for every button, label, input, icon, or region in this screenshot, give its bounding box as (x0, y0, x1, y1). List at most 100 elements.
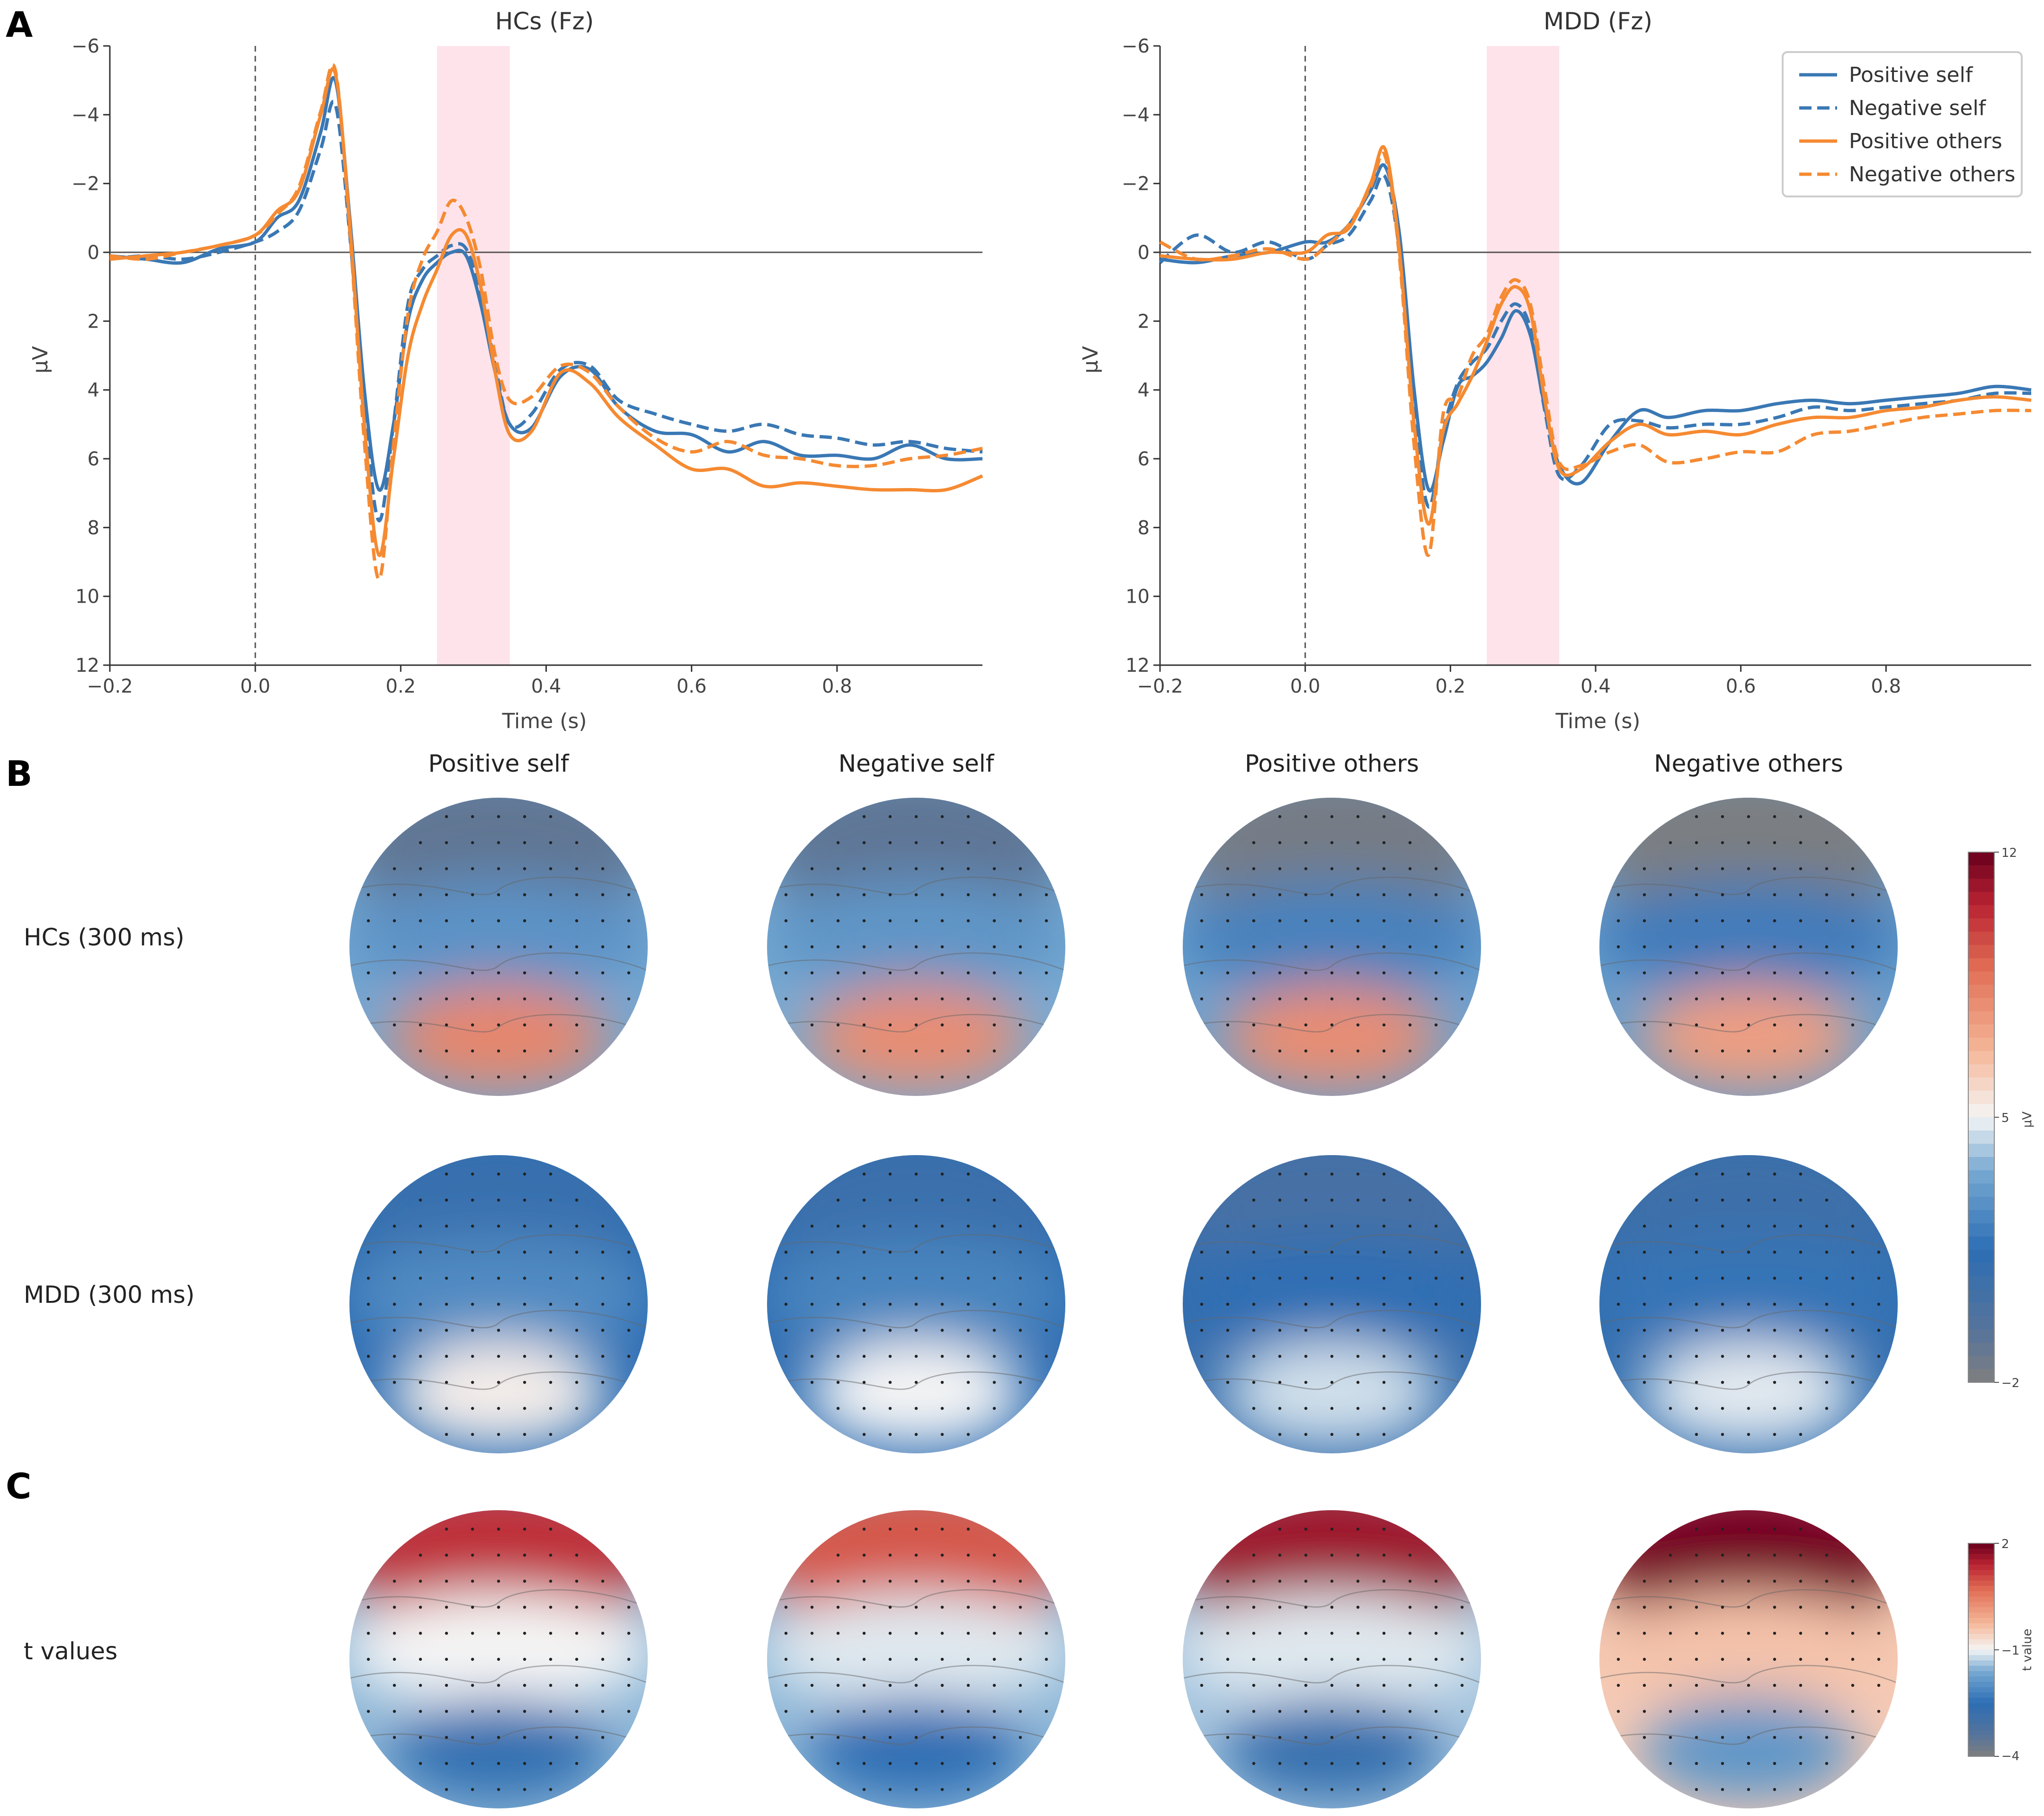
sensor-dot (1695, 1328, 1698, 1332)
sensor-dot (1773, 1579, 1776, 1583)
sensor-dot (1747, 1736, 1750, 1739)
colorbar-segment (1968, 1549, 1994, 1555)
sensor-dot (862, 1736, 866, 1739)
sensor-dot (1278, 1433, 1282, 1436)
sensor-dot (1408, 1631, 1412, 1635)
colorbar-segment (1968, 1554, 1994, 1560)
sensor-dot (1226, 1023, 1230, 1027)
sensor-dot (1018, 919, 1022, 923)
sensor-dot (1721, 1250, 1724, 1254)
sensor-dot (1408, 945, 1412, 949)
colorbar-segment (1968, 1250, 1994, 1264)
sensor-dot (393, 919, 396, 923)
topomap-central-region (1599, 1593, 1898, 1707)
sensor-dot (523, 1276, 527, 1280)
sensor-dot (549, 945, 553, 949)
sensor-dot (992, 1328, 996, 1332)
colorbar-segment (1968, 1745, 1994, 1752)
sensor-dot (601, 945, 605, 949)
topomap-contour (349, 876, 648, 896)
y-tick-label: 0 (88, 242, 99, 264)
sensor-dot (393, 1023, 396, 1027)
sensor-dot (445, 1354, 448, 1358)
sensor-dot (419, 841, 422, 845)
sensor-dot (1460, 1276, 1464, 1280)
sensor-dot (1642, 1380, 1646, 1384)
sensor-dot (888, 1250, 892, 1254)
colorbar-segment (1968, 1671, 1994, 1677)
sensor-dot (888, 919, 892, 923)
sensor-dot (1382, 1657, 1386, 1661)
sensor-dot (549, 1579, 553, 1583)
sensor-dot (523, 1579, 527, 1583)
sensor-dot (1460, 1302, 1464, 1306)
topomap-contour (349, 1726, 648, 1745)
sensor-dot (1877, 1657, 1881, 1661)
sensor-dot (940, 1709, 944, 1713)
sensor-dot (810, 1657, 814, 1661)
sensor-dot (445, 1075, 448, 1079)
topomap-central-region (1183, 1238, 1481, 1352)
sensor-dot (810, 1328, 814, 1332)
sensor-dot (1356, 1276, 1360, 1280)
sensor-dot (940, 1762, 944, 1765)
sensor-dot (1669, 945, 1672, 949)
sensor-dot (966, 1172, 970, 1176)
sensor-dot (497, 1657, 500, 1661)
sensor-dot (1304, 1328, 1308, 1332)
sensor-dot (888, 971, 892, 975)
sensor-dot (1018, 1250, 1022, 1254)
sensor-dot (1747, 971, 1750, 975)
sensor-dot (862, 1049, 866, 1053)
sensor-dot (810, 1380, 814, 1384)
topomap-central-region (1599, 881, 1898, 994)
sensor-dot (1304, 1354, 1308, 1358)
sensor-dot (497, 1198, 500, 1202)
sensor-dot (862, 1023, 866, 1027)
sensor-dot (1799, 1762, 1803, 1765)
topomap-contour (1599, 1234, 1898, 1253)
sensor-dot (1382, 1527, 1386, 1531)
sensor-dot (1773, 841, 1776, 845)
sensor-dot (1460, 1354, 1464, 1358)
topomap-grid-t (349, 1510, 1898, 1808)
sensor-dot (393, 1709, 396, 1713)
sensor-dot (523, 1302, 527, 1306)
sensor-dot (471, 1657, 474, 1661)
sensor-dot (862, 1553, 866, 1557)
sensor-dot (445, 919, 448, 923)
sensor-dot (1044, 1631, 1048, 1635)
sensor-dot (1799, 1172, 1803, 1176)
sensor-dot (888, 841, 892, 845)
sensor-dot (1382, 1250, 1386, 1254)
topomap-central-region (767, 1238, 1065, 1352)
sensor-dot (575, 945, 579, 949)
sensor-dot (1226, 997, 1230, 1001)
topomap-central-region (767, 1593, 1065, 1707)
sensor-dot (1408, 1023, 1412, 1027)
sensor-dot (1018, 1709, 1022, 1713)
sensor-dot (1408, 1250, 1412, 1254)
sensor-dot (419, 1407, 422, 1410)
sensor-dot (523, 815, 527, 819)
sensor-dot (575, 1579, 579, 1583)
sensor-dot (1226, 945, 1230, 949)
sensor-dot (1642, 1709, 1646, 1713)
sensor-dot (497, 971, 500, 975)
sensor-dot (1356, 815, 1360, 819)
colorbar-segment (1968, 1634, 1994, 1640)
sensor-dot (1825, 919, 1829, 923)
sensor-dot (1330, 1354, 1334, 1358)
sensor-dot (1408, 1762, 1412, 1765)
sensor-dot (393, 893, 396, 897)
sensor-dot (862, 1380, 866, 1384)
sensor-dot (1721, 1276, 1724, 1280)
topomap-contour (767, 1234, 1065, 1253)
sensor-dot (1330, 1631, 1334, 1635)
shaded-time-window (437, 46, 510, 665)
sensor-dot (1018, 1302, 1022, 1306)
colorbar-segment (1968, 1197, 1994, 1211)
sensor-dot (862, 1302, 866, 1306)
sensor-dot (1695, 1049, 1698, 1053)
sensor-dot (1799, 1579, 1803, 1583)
